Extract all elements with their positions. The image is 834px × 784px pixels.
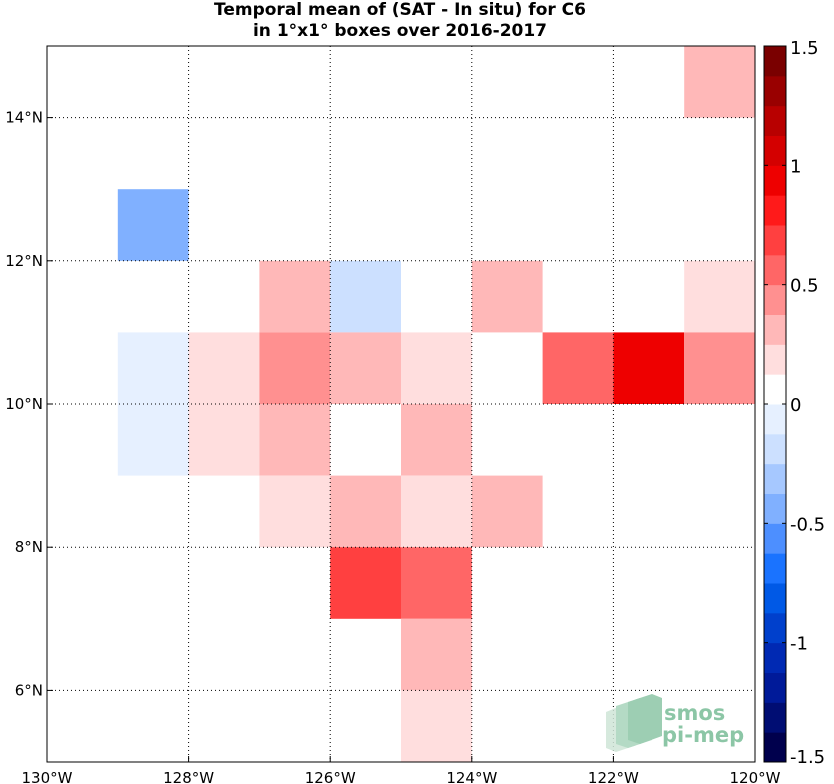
colorbar-segment [764,612,786,644]
heatmap-cell [401,475,472,548]
logo-text-pimep: pi-mep [662,723,744,747]
colorbar-segment [764,314,786,345]
colorbar-segment [764,195,786,226]
colorbar-segment [764,135,786,166]
heatmap-cell [117,404,189,476]
heatmap-cell [684,260,755,333]
logo-icon [606,694,662,752]
heatmap-cell [471,260,543,333]
heatmap-cell [401,332,472,404]
colorbar-tick-label: -1.5 [790,747,825,768]
heatmap-cell [471,475,543,548]
heatmap-cell [259,260,331,333]
heatmap-cell [684,332,755,404]
heatmap-cell [188,404,260,476]
colorbar-segment [764,404,786,435]
colorbar-segment [764,523,786,554]
heatmap-cell [259,332,331,404]
colorbar-segment [764,165,786,196]
heatmap-cell [188,332,260,404]
colorbar-segment [764,105,786,136]
heatmap-cell [259,404,331,476]
colorbar-tick-label: -1 [790,634,808,655]
colorbar-segment [764,642,786,673]
colorbar-tick-label: 0.5 [790,276,819,297]
x-tick-label: 124°W [446,769,497,784]
colorbar-segment [764,463,786,494]
heatmap-cell [684,46,755,118]
chart-title-line2: in 1°x1° boxes over 2016-2017 [252,21,548,41]
y-tick-label: 14°N [5,109,43,127]
heatmap-cell [117,189,189,261]
colorbar-segment [764,254,786,286]
heatmap-cell [330,475,401,548]
colorbar-tick-label: -0.5 [790,514,825,535]
logo-text-smos: smos [664,701,725,725]
heatmap-cell [542,332,614,404]
heatmap-cell [401,690,472,762]
colorbar-segment [764,553,786,584]
heatmap-cell [259,475,331,548]
colorbar-segment [764,672,786,703]
colorbar-tick-label: 1.5 [790,38,819,59]
heatmap-cell [117,332,189,404]
heatmap-cell [401,618,472,691]
colorbar-segment [764,46,786,77]
y-tick-label: 12°N [5,252,43,270]
y-tick-label: 10°N [5,395,43,413]
colorbar-segment [764,284,786,315]
colorbar-segment [764,225,786,256]
x-tick-label: 130°W [22,769,73,784]
colorbar-segment [764,493,786,524]
colorbar-segment [764,374,786,405]
x-tick-label: 128°W [163,769,214,784]
x-tick-label: 120°W [730,769,781,784]
colorbar-segment [764,75,786,107]
x-tick-label: 126°W [305,769,356,784]
x-tick-label: 122°W [588,769,639,784]
colorbar-tick-label: 1 [790,156,801,177]
heatmap-cell [401,404,472,476]
chart-title-line1: Temporal mean of (SAT - In situ) for C6 [214,0,586,20]
heatmap-cell [613,332,685,404]
heatmap-cell [330,260,401,333]
y-tick-label: 8°N [15,538,43,556]
colorbar-tick-label: 0 [790,395,801,416]
colorbar-segment [764,433,786,465]
colorbar-segment [764,583,786,614]
smos-pi-mep-logo: smos pi-mep [606,694,744,752]
heatmap-cell [401,547,472,619]
heatmap-cell [330,547,401,619]
colorbar-segment [764,732,786,763]
y-tick-label: 6°N [15,681,43,699]
colorbar-segment [764,344,786,375]
colorbar-segment [764,702,786,733]
heatmap-cell [330,332,401,404]
